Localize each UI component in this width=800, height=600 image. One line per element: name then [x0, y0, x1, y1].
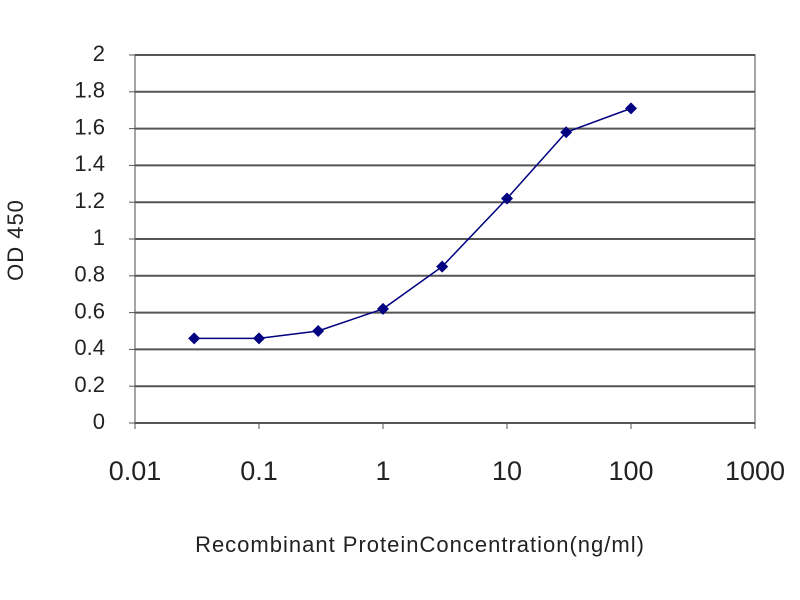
y-tick-label: 1.2: [74, 188, 105, 213]
data-point: [312, 325, 325, 337]
y-tick-label: 0.2: [74, 372, 105, 397]
x-tick-label: 100: [608, 456, 653, 486]
data-point: [188, 332, 201, 345]
data-point: [377, 302, 389, 315]
y-tick-label: 0: [93, 409, 105, 434]
data-point: [436, 260, 449, 273]
x-tick-label: 0.01: [109, 456, 162, 486]
y-tick-label: 1.6: [74, 114, 105, 139]
y-tick-label: 1.4: [74, 151, 105, 176]
x-tick-label: 10: [492, 456, 522, 486]
y-tick-label: 1.8: [74, 78, 105, 103]
data-line: [194, 107, 632, 340]
data-point: [560, 126, 573, 139]
data-point: [501, 192, 513, 205]
x-tick-label: 0.1: [240, 456, 278, 486]
x-tick-label: 1000: [725, 456, 785, 486]
y-tick-label: 1: [93, 225, 105, 250]
y-tick-label: 0.6: [74, 298, 105, 323]
x-tick-label: 1: [375, 456, 390, 486]
y-axis-title: OD 450: [3, 199, 28, 281]
y-tick-label: 0.4: [74, 335, 105, 360]
x-axis-title: Recombinant ProteinConcentration(ng/ml): [195, 532, 645, 557]
y-tick-label: 2: [93, 41, 105, 66]
data-point: [625, 102, 637, 115]
data-point: [253, 332, 265, 345]
y-tick-label: 0.8: [74, 262, 105, 287]
